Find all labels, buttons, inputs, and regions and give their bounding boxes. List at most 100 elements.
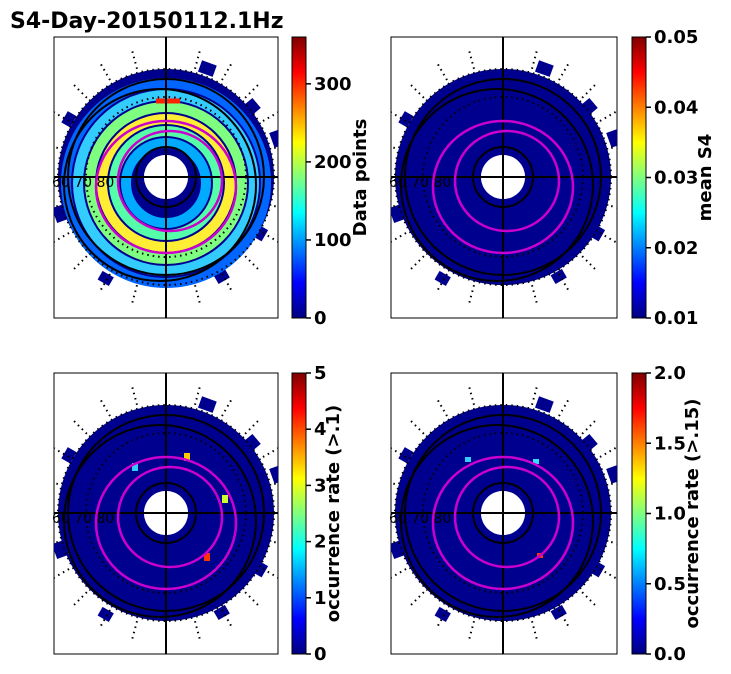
grid-spoke — [262, 232, 278, 243]
outer-block — [581, 97, 598, 115]
colorbar-gradient — [631, 36, 647, 319]
colorbar: 0.01 0.02 0.03 0.04 0.05 mean S4 — [631, 27, 716, 329]
colorbar: 0.0 0.5 1.0 1.5 2.0 occurrence rate (>.15) — [631, 363, 703, 665]
grid-spoke — [70, 81, 88, 99]
grid-spoke — [407, 417, 425, 435]
latitude-circle — [400, 88, 594, 282]
colorbar: 0 100 200 300 Data points — [291, 36, 371, 329]
colorbar-tick-label: 0.0 — [654, 644, 686, 665]
grid-spoke — [221, 396, 234, 417]
grid-spoke — [581, 417, 599, 435]
ring-label: 60 70 80 — [52, 175, 114, 191]
outer-block — [252, 225, 269, 242]
grid-spoke — [467, 284, 475, 307]
grid-spoke — [467, 620, 475, 643]
grid-spoke — [194, 620, 202, 643]
colorbar-tick-label: 0.01 — [654, 308, 698, 329]
grid-spoke — [391, 568, 407, 579]
grid-spoke — [558, 396, 571, 417]
grid-spoke — [262, 447, 278, 458]
grid-spoke — [531, 383, 539, 406]
magnetic-contour — [453, 129, 561, 233]
colorbar-label: mean S4 — [695, 134, 716, 222]
grid-spoke — [244, 81, 262, 99]
ring-label: 60 70 80 — [389, 175, 451, 191]
colorbar-tick-label: 1.0 — [654, 504, 686, 525]
grid-spoke — [244, 417, 262, 435]
colorbar: 0 1 2 3 4 5 occurrence rate (>.1) — [291, 363, 344, 665]
magnetic-contour — [94, 455, 238, 591]
grid-spoke — [531, 284, 539, 307]
grid-spoke — [194, 47, 202, 70]
grid-spoke — [70, 255, 88, 273]
outer-block — [398, 111, 414, 128]
grid-spoke — [435, 60, 448, 81]
colorbar-label: occurrence rate (>.15) — [682, 399, 703, 629]
grid-spoke — [391, 447, 407, 458]
grid-spoke — [558, 273, 571, 294]
colorbar-tick-label: 100 — [314, 230, 352, 251]
outer-block — [434, 606, 451, 623]
ring-label: 60 70 80 — [389, 511, 451, 527]
hot-cell — [132, 463, 138, 471]
colorbar-label: Data points — [350, 119, 371, 237]
colorbar-gradient — [631, 372, 647, 655]
colorbar-tick-label: 2 — [314, 532, 327, 553]
outer-block — [197, 60, 217, 77]
panel-bottom-left: 60 70 80 0 1 2 3 4 5 occurrence rate (>.1) — [52, 363, 344, 665]
panel-top-right: 60 70 80 0.01 0.02 0.03 0.04 0.05 mean S4 — [389, 27, 716, 329]
grid-spoke — [262, 568, 278, 579]
grid-spoke — [435, 396, 448, 417]
outer-block — [269, 128, 278, 148]
outer-block — [97, 270, 114, 287]
hot-cell — [465, 457, 471, 462]
panel-bottom-right: 60 70 80 0.0 0.5 1.0 1.5 2.0 occurrence rate (… — [389, 363, 703, 665]
outer-block — [252, 561, 269, 578]
coverage-annulus — [58, 405, 274, 621]
grid-spoke — [70, 417, 88, 435]
outer-block — [534, 396, 554, 413]
outer-block — [550, 604, 567, 621]
outer-block — [61, 111, 77, 128]
grid-spoke — [407, 81, 425, 99]
magnetic-contour — [431, 455, 575, 591]
grid-spoke — [407, 591, 425, 609]
outer-block — [606, 464, 617, 484]
panel-top-left: 60 70 80 0 100 200 300 Data points — [52, 36, 371, 329]
colorbar-tick-label: 0.5 — [654, 574, 686, 595]
ring-label: 60 70 80 — [52, 511, 114, 527]
grid-spoke — [98, 273, 111, 294]
magnetic-contour — [116, 465, 224, 569]
colorbar-tick-label: 300 — [314, 74, 352, 95]
colorbar-tick-label: 3 — [314, 475, 327, 496]
grid-spoke — [531, 47, 539, 70]
magnetic-contour — [453, 465, 561, 569]
outer-block — [398, 447, 414, 464]
outer-block — [391, 204, 406, 223]
coverage-annulus — [394, 404, 612, 622]
outer-block — [97, 606, 114, 623]
outer-block — [534, 60, 554, 77]
latitude-circle — [63, 88, 257, 282]
grid-spoke — [54, 447, 70, 458]
grid-spoke — [244, 255, 262, 273]
colorbar-tick-label: 0.04 — [654, 97, 698, 118]
hot-cell — [533, 459, 539, 464]
coverage-annulus — [394, 68, 612, 286]
figure-title: S4-Day-20150112.1Hz — [10, 9, 284, 34]
colorbar-tick-label: 4 — [314, 419, 327, 440]
colorbar-gradient — [291, 372, 307, 655]
outer-block — [213, 604, 230, 621]
grid-spoke — [435, 273, 448, 294]
latitude-circle — [400, 424, 594, 618]
grid-spoke — [221, 60, 234, 81]
colorbar-tick-label: 0 — [314, 308, 327, 329]
grid-spoke — [130, 284, 138, 307]
grid-spoke — [130, 620, 138, 643]
hot-cell — [222, 495, 228, 503]
outer-block — [197, 396, 217, 413]
grid-spoke — [244, 591, 262, 609]
outer-block — [244, 97, 261, 115]
grid-spoke — [98, 396, 111, 417]
